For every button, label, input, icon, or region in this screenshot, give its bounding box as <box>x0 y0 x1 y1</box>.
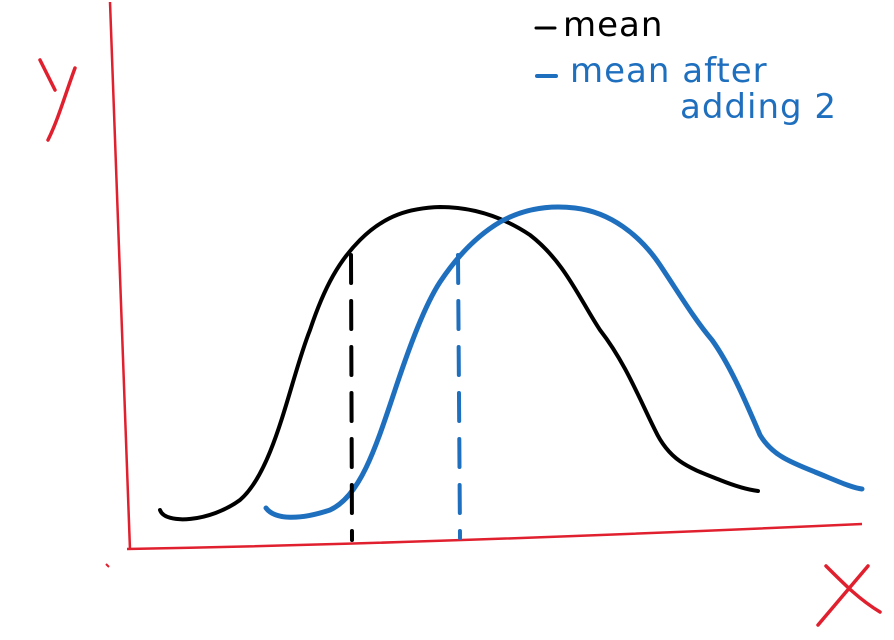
legend-label-original: mean <box>563 5 663 45</box>
series-original-curve <box>158 205 760 522</box>
stray-mark <box>105 563 110 568</box>
legend-label-shifted-line2: adding 2 <box>680 87 837 127</box>
y-axis-label: Y <box>38 58 77 142</box>
x-axis <box>126 522 863 551</box>
x-axis-label-text: X <box>0 0 1 1</box>
mean-line-shifted <box>456 253 462 540</box>
legend-item-shifted: mean after adding 2 <box>535 51 837 127</box>
legend: mean mean after adding 2 <box>534 5 837 127</box>
legend-item-original: mean <box>534 5 663 45</box>
y-axis <box>108 1 132 551</box>
legend-label-shifted-line1: mean after <box>570 51 768 91</box>
mean-line-original <box>349 253 354 542</box>
axes <box>105 1 863 568</box>
series-shifted-curve <box>263 204 865 520</box>
x-axis-label: X <box>0 0 882 627</box>
